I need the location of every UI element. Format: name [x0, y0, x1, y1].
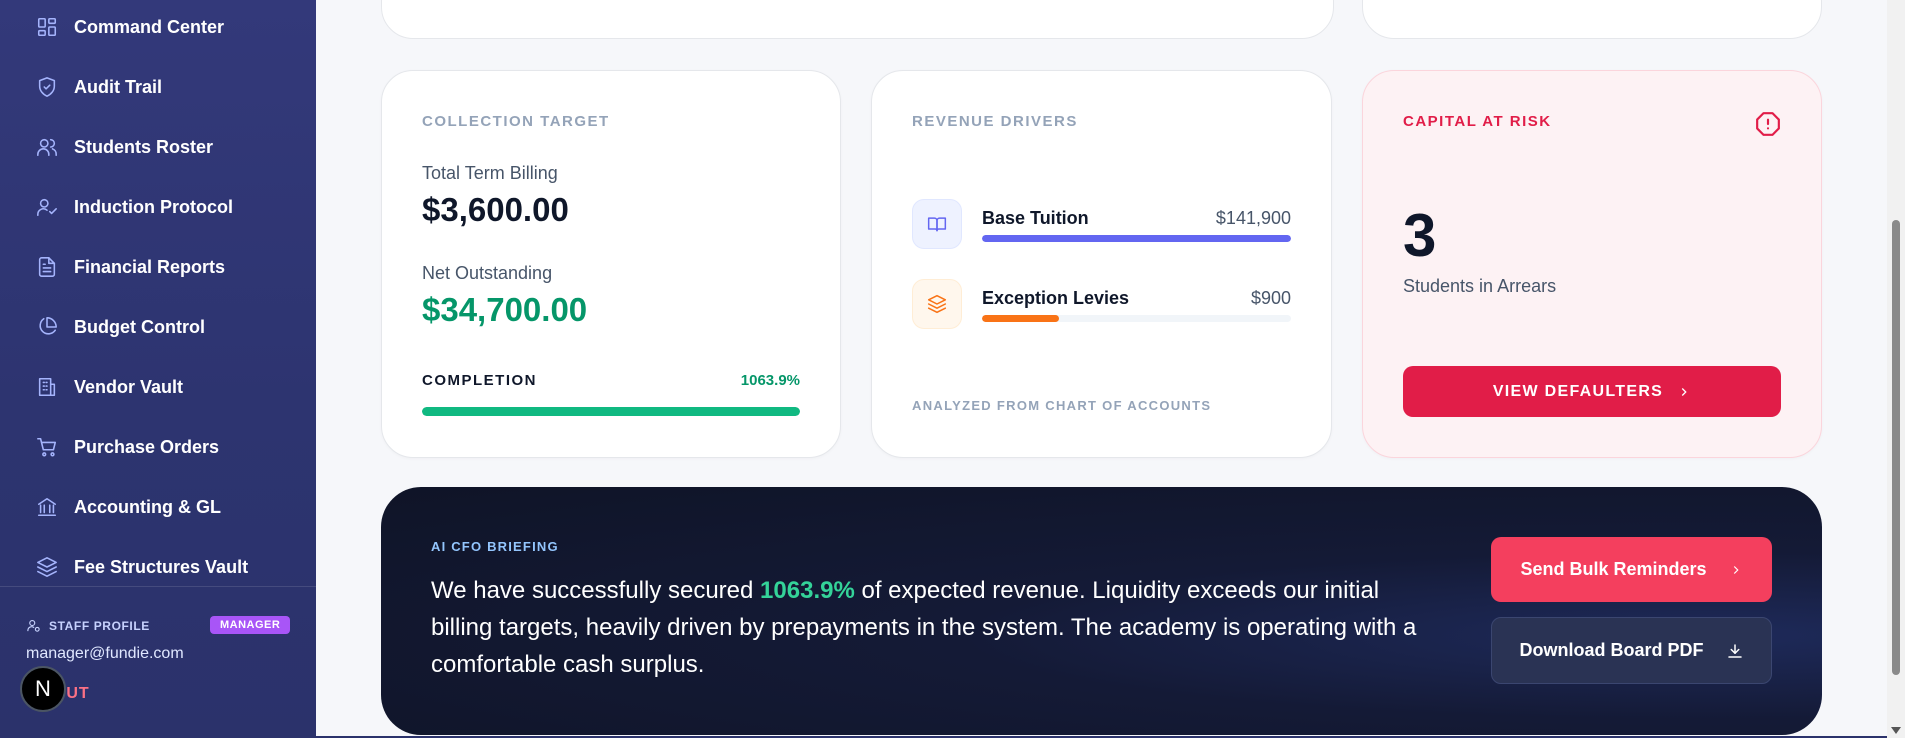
layers-icon: [36, 556, 58, 578]
sidebar-item-label: Command Center: [74, 16, 225, 37]
sidebar-item-label: Audit Trail: [74, 76, 163, 97]
sidebar-item-accounting-gl[interactable]: Accounting & GL: [36, 487, 221, 527]
user-check-icon: [36, 196, 58, 218]
briefing-text-start: We have successfully secured: [431, 577, 761, 604]
card-title: CAPITAL AT RISK: [1403, 113, 1552, 130]
revenue-driver-bar: [982, 315, 1291, 322]
revenue-drivers-footer: ANALYZED FROM CHART OF ACCOUNTS: [912, 398, 1212, 413]
sidebar-item-financial-reports[interactable]: Financial Reports: [36, 247, 225, 287]
role-badge: MANAGER: [210, 616, 291, 634]
arrears-count: 3: [1403, 202, 1437, 269]
top-card-partial: [1362, 0, 1822, 39]
sidebar-item-label: Fee Structures Vault: [74, 556, 249, 577]
scrollbar-thumb[interactable]: [1892, 220, 1900, 675]
sidebar-item-label: Accounting & GL: [74, 496, 221, 517]
revenue-driver-name: Base Tuition: [982, 208, 1089, 228]
send-bulk-reminders-button[interactable]: Send Bulk Reminders: [1491, 537, 1772, 602]
completion-label: COMPLETION: [422, 372, 537, 389]
file-text-icon: [36, 256, 58, 278]
top-card-partial: [381, 0, 1334, 39]
outstanding-value: $34,700.00: [422, 291, 588, 328]
bottom-border: [0, 736, 1887, 738]
book-icon: [912, 199, 962, 249]
outstanding-label: Net Outstanding: [422, 263, 553, 283]
view-defaulters-label: VIEW DEFAULTERS: [1492, 382, 1664, 400]
dashboard-icon: [36, 16, 58, 38]
sidebar-item-label: Students Roster: [74, 136, 214, 157]
revenue-driver-value: $141,900: [1215, 208, 1291, 228]
shield-check-icon: [36, 76, 58, 98]
users-icon: [36, 136, 58, 158]
briefing-text-end: of expected revenue. Liquidity exceeds o…: [431, 577, 1417, 678]
sidebar: Command Center Audit Trail Students Rost…: [0, 0, 316, 736]
sidebar-item-label: Financial Reports: [74, 256, 226, 277]
app-logo-icon[interactable]: N: [20, 666, 66, 712]
sidebar-item-label: Purchase Orders: [74, 436, 220, 457]
completion-value: 1063.9%: [740, 372, 800, 389]
revenue-driver-bar-fill: [982, 315, 1060, 322]
sidebar-item-label: Budget Control: [74, 316, 205, 337]
sidebar-item-purchase-orders[interactable]: Purchase Orders: [36, 427, 219, 467]
collection-target-card: COLLECTION TARGET Total Term Billing $3,…: [381, 70, 841, 458]
revenue-driver-value: $900: [1250, 288, 1291, 308]
sidebar-item-audit-trail[interactable]: Audit Trail: [36, 67, 162, 107]
pie-chart-icon: [36, 316, 58, 338]
scroll-down-arrow-icon[interactable]: [1891, 727, 1901, 734]
sidebar-item-budget-control[interactable]: Budget Control: [36, 307, 205, 347]
revenue-drivers-card: REVENUE DRIVERS Base Tuition $141,900 Ex…: [871, 70, 1332, 458]
send-bulk-reminders-label: Send Bulk Reminders: [1520, 559, 1707, 579]
chevron-right-icon: [1681, 387, 1687, 396]
view-defaulters-button[interactable]: VIEW DEFAULTERS: [1403, 366, 1781, 417]
building-icon: [36, 376, 58, 398]
sidebar-item-students-roster[interactable]: Students Roster: [36, 127, 213, 167]
sidebar-item-command-center[interactable]: Command Center: [36, 7, 224, 47]
revenue-driver-row: Base Tuition $141,900: [912, 199, 1291, 249]
layers-icon: [912, 279, 962, 329]
staff-profile-label: STAFF PROFILE: [26, 618, 150, 633]
profile-email: manager@fundie.com: [26, 645, 184, 662]
briefing-highlight: 1063.9%: [760, 577, 855, 604]
arrears-label: Students in Arrears: [1403, 276, 1557, 296]
user-cog-icon: [27, 619, 40, 632]
revenue-driver-bar-fill: [982, 235, 1291, 242]
sidebar-item-label: Vendor Vault: [74, 376, 184, 397]
sidebar-divider: [0, 586, 316, 587]
briefing-label: AI CFO BRIEFING: [431, 539, 559, 554]
bank-icon: [36, 496, 58, 518]
alert-octagon-icon: [1755, 111, 1781, 137]
download-board-pdf-label: Download Board PDF: [1519, 640, 1704, 660]
card-title: REVENUE DRIVERS: [912, 113, 1078, 130]
sidebar-item-vendor-vault[interactable]: Vendor Vault: [36, 367, 183, 407]
sidebar-item-label: Induction Protocol: [74, 196, 233, 217]
card-title: COLLECTION TARGET: [422, 113, 610, 130]
chevron-right-icon: [1733, 565, 1739, 574]
billing-label: Total Term Billing: [422, 163, 558, 183]
completion-progress-bar: [422, 407, 800, 416]
revenue-driver-name: Exception Levies: [982, 288, 1130, 308]
revenue-driver-row: Exception Levies $900: [912, 279, 1291, 329]
sidebar-item-induction-protocol[interactable]: Induction Protocol: [36, 187, 233, 227]
revenue-driver-bar: [982, 235, 1291, 242]
capital-at-risk-card: CAPITAL AT RISK 3 Students in Arrears VI…: [1362, 70, 1822, 458]
briefing-text: We have successfully secured 1063.9% of …: [431, 572, 1441, 683]
vertical-scrollbar[interactable]: [1887, 0, 1905, 738]
sidebar-item-fee-structures-vault[interactable]: Fee Structures Vault: [36, 547, 248, 587]
ai-cfo-briefing: AI CFO BRIEFING We have successfully sec…: [381, 487, 1822, 735]
completion-progress-fill: [422, 407, 800, 416]
billing-value: $3,600.00: [422, 191, 569, 228]
download-icon: [1727, 643, 1742, 658]
cart-icon: [36, 436, 58, 458]
download-board-pdf-button[interactable]: Download Board PDF: [1491, 617, 1772, 684]
